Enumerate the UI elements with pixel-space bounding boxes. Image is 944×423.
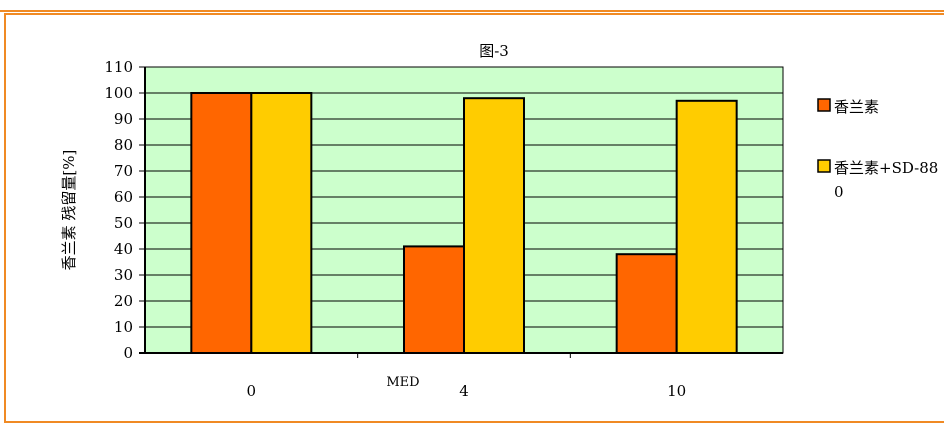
legend-swatch (817, 159, 831, 173)
y-tick-label: 70 (114, 162, 133, 180)
x-tick-label: 0 (247, 382, 257, 400)
legend-swatch (817, 98, 831, 112)
y-tick-label: 110 (104, 58, 133, 76)
y-tick-label: 80 (114, 136, 133, 154)
x-tick-label: 10 (667, 382, 686, 400)
bar (675, 99, 738, 354)
x-axis-title: MED (386, 375, 419, 390)
bar (463, 97, 525, 354)
x-tick-label: 4 (459, 382, 469, 400)
legend-label: 香兰素+SD-88 0 (834, 159, 938, 201)
chart-title: 图-3 (479, 42, 509, 60)
y-axis-title: 香兰素 残留量[%] (60, 150, 78, 271)
y-tick-label: 50 (114, 214, 133, 232)
bar (250, 92, 313, 354)
bar (615, 253, 678, 354)
y-tick-label: 90 (114, 110, 133, 128)
y-tick-label: 40 (114, 240, 133, 258)
legend-label: 香兰素 (834, 98, 879, 116)
y-tick-label: 10 (114, 318, 133, 336)
y-tick-label: 100 (104, 84, 133, 102)
bar (190, 92, 253, 354)
bar (403, 245, 465, 354)
bar-chart: 图-3 香兰素 残留量[%] MED 010203040506070809010… (60, 42, 938, 400)
y-tick-label: 20 (114, 292, 133, 310)
y-tick-label: 60 (114, 188, 133, 206)
y-tick-label: 0 (123, 344, 133, 362)
y-tick-label: 30 (114, 266, 133, 284)
top-border-line (0, 10, 944, 12)
